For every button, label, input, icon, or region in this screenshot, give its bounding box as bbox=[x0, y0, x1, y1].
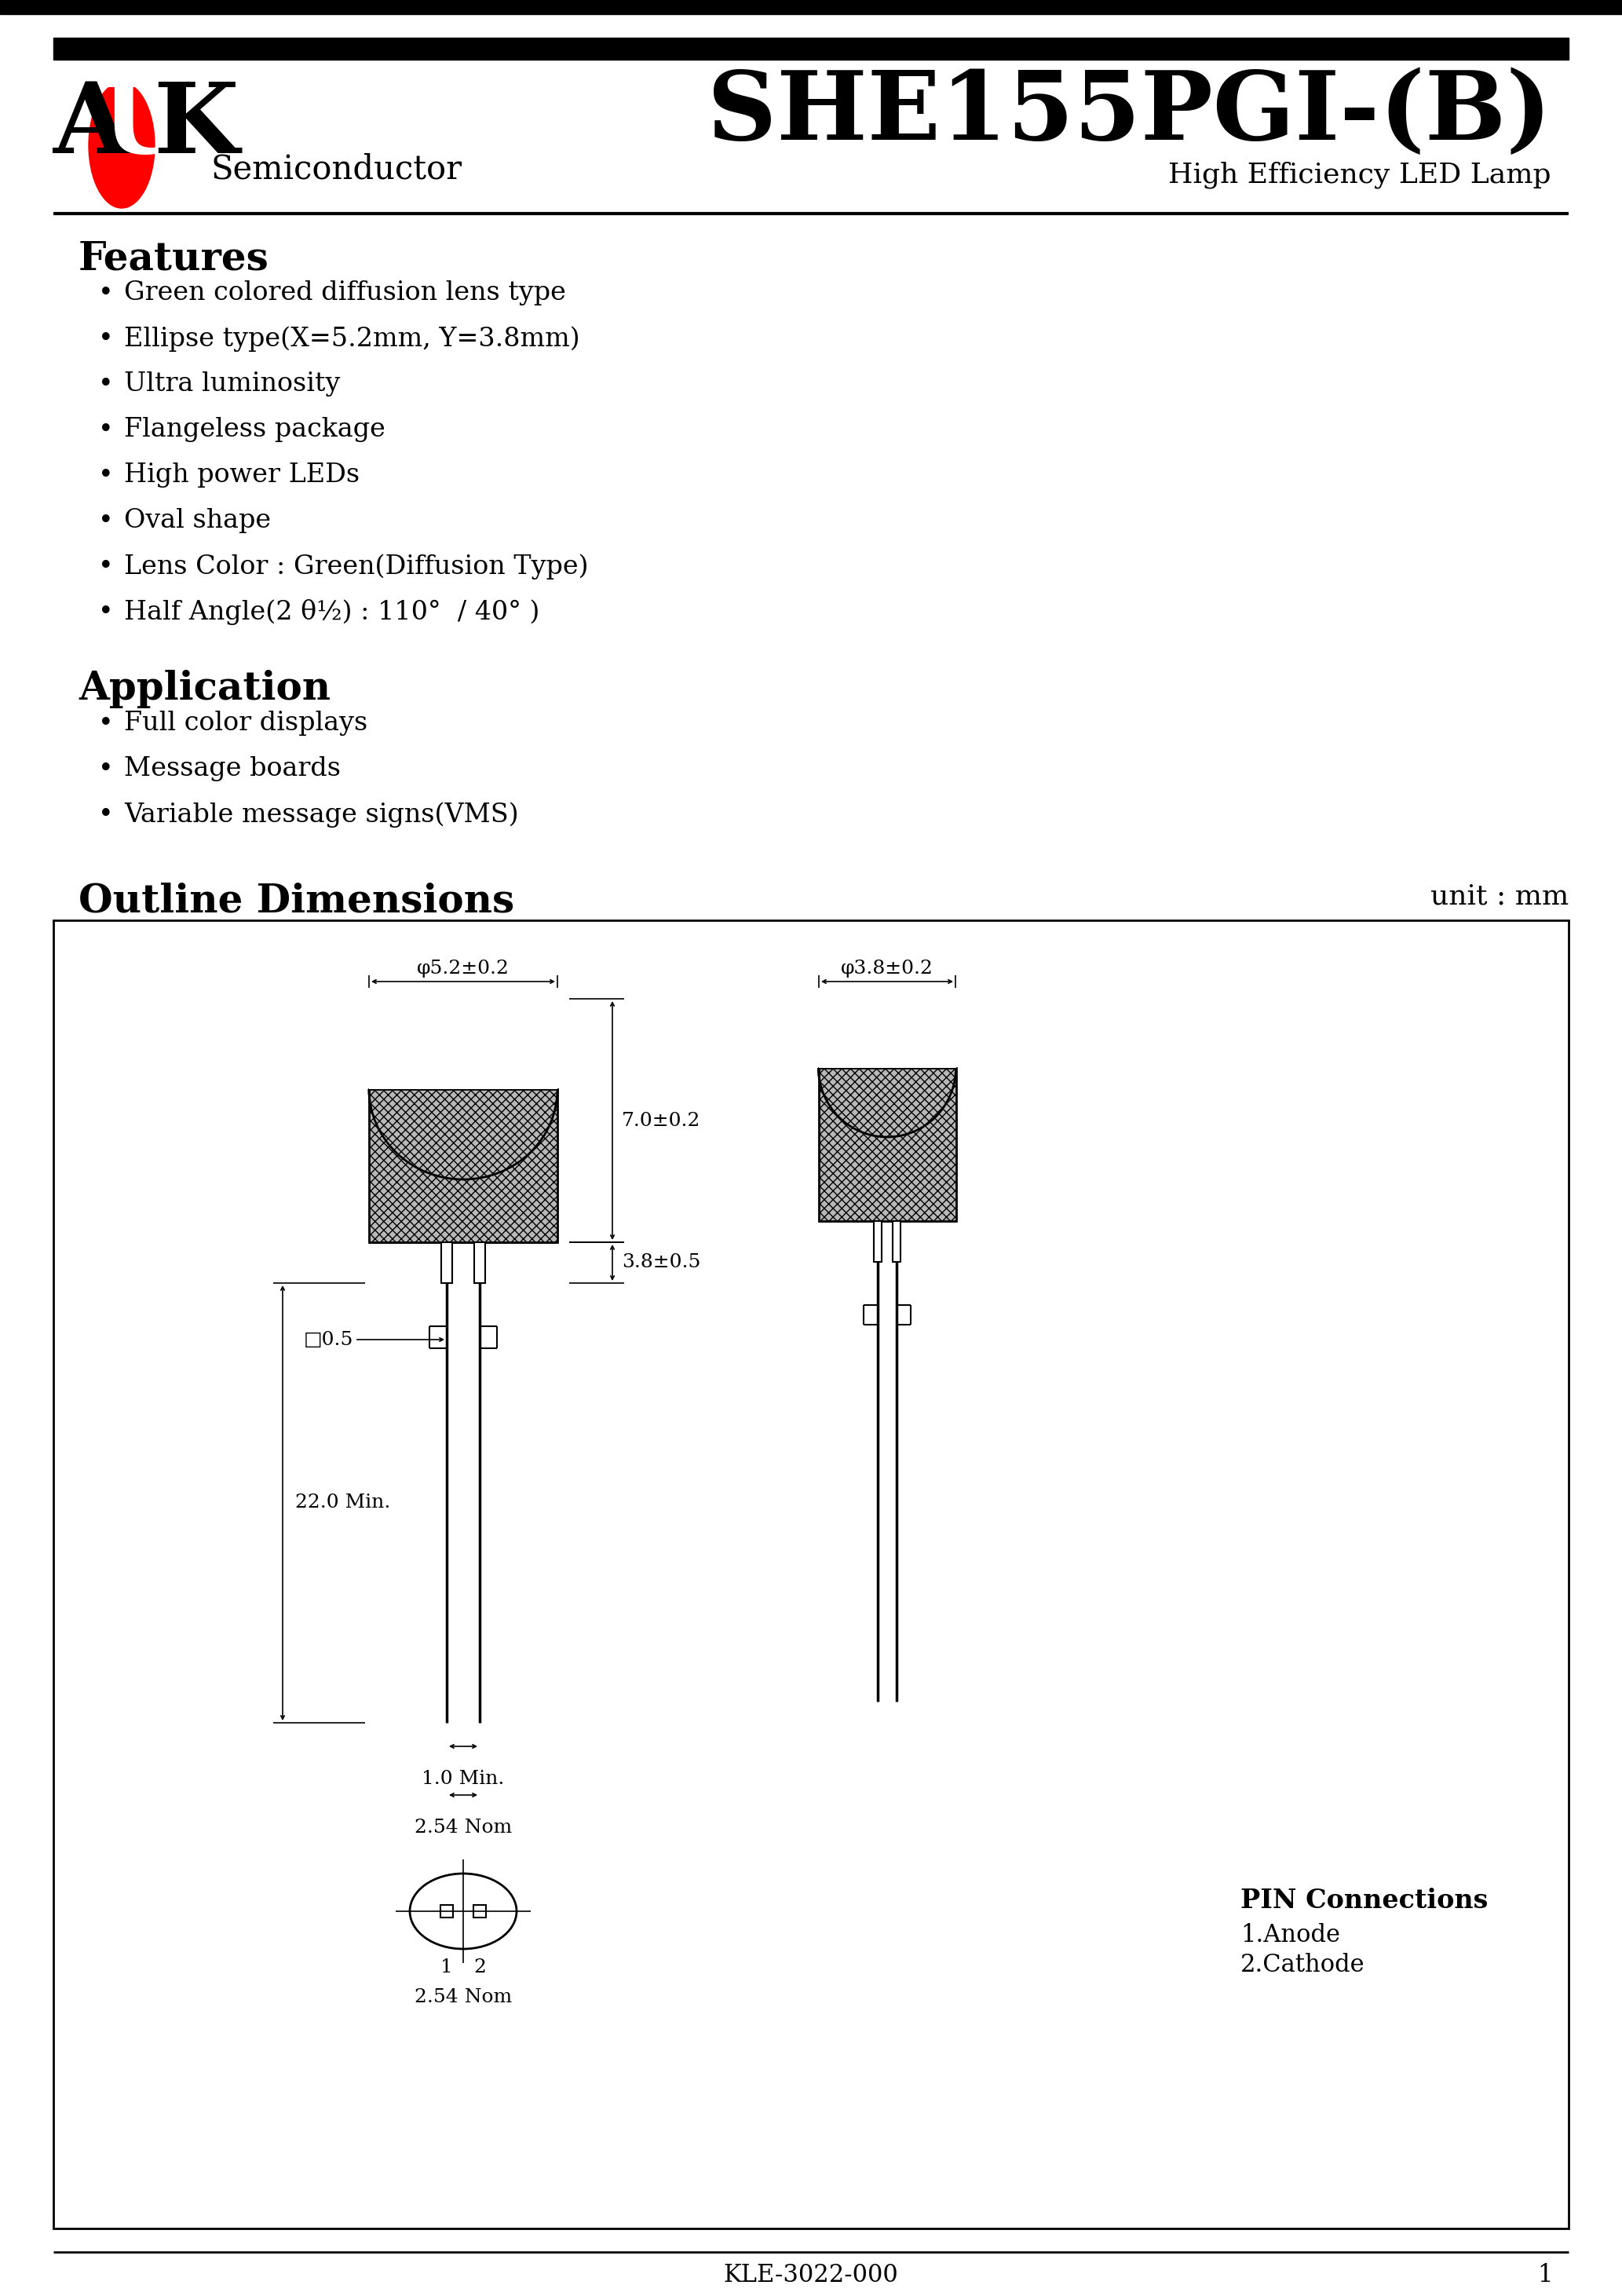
Text: Features: Features bbox=[78, 239, 269, 278]
Text: Oval shape: Oval shape bbox=[123, 507, 271, 533]
Text: •: • bbox=[99, 755, 114, 783]
Bar bbox=[441, 1906, 453, 1917]
Text: High Efficiency LED Lamp: High Efficiency LED Lamp bbox=[1168, 161, 1551, 188]
Text: 3.8±0.5: 3.8±0.5 bbox=[621, 1254, 701, 1272]
Text: Message boards: Message boards bbox=[123, 755, 341, 781]
Text: U: U bbox=[102, 78, 188, 174]
Text: K: K bbox=[152, 78, 238, 174]
Text: 1: 1 bbox=[441, 1958, 453, 1977]
Bar bbox=[874, 1221, 882, 1263]
Text: Ultra luminosity: Ultra luminosity bbox=[123, 372, 341, 397]
Bar bbox=[368, 1045, 558, 1088]
Text: unit : mm: unit : mm bbox=[1431, 882, 1568, 909]
Text: Ellipse type(X=5.2mm, Y=3.8mm): Ellipse type(X=5.2mm, Y=3.8mm) bbox=[123, 326, 581, 351]
Bar bbox=[474, 1906, 487, 1917]
Text: Semiconductor: Semiconductor bbox=[211, 154, 462, 186]
Text: 7.0±0.2: 7.0±0.2 bbox=[621, 1111, 701, 1130]
Text: □0.5: □0.5 bbox=[303, 1332, 354, 1348]
Text: Green colored diffusion lens type: Green colored diffusion lens type bbox=[123, 280, 566, 305]
Text: 2.54 Nom: 2.54 Nom bbox=[415, 1988, 513, 2007]
Bar bbox=[819, 1068, 957, 1221]
Bar bbox=[819, 1033, 957, 1068]
Text: •: • bbox=[99, 599, 114, 625]
Text: Application: Application bbox=[78, 670, 331, 707]
Text: A: A bbox=[54, 78, 130, 174]
Ellipse shape bbox=[89, 83, 154, 209]
Text: •: • bbox=[99, 280, 114, 305]
Text: High power LEDs: High power LEDs bbox=[123, 461, 360, 487]
Text: φ5.2±0.2: φ5.2±0.2 bbox=[417, 960, 509, 978]
Text: SHE155PGI-(B): SHE155PGI-(B) bbox=[707, 67, 1551, 158]
Text: φ3.8±0.2: φ3.8±0.2 bbox=[840, 960, 933, 978]
Text: 1: 1 bbox=[1538, 2264, 1552, 2287]
Text: •: • bbox=[99, 461, 114, 489]
Bar bbox=[368, 1088, 558, 1242]
Text: Lens Color : Green(Diffusion Type): Lens Color : Green(Diffusion Type) bbox=[123, 553, 589, 579]
Text: 1.0 Min.: 1.0 Min. bbox=[422, 1770, 504, 1789]
Text: Flangeless package: Flangeless package bbox=[123, 418, 386, 443]
Bar bbox=[892, 1221, 900, 1263]
Text: 2.Cathode: 2.Cathode bbox=[1241, 1954, 1366, 1977]
Bar bbox=[54, 921, 1568, 2229]
Text: •: • bbox=[99, 712, 114, 737]
Text: Half Angle(2 θ½) : 110°  / 40° ): Half Angle(2 θ½) : 110° / 40° ) bbox=[123, 599, 540, 625]
Text: 2.54 Nom: 2.54 Nom bbox=[415, 1818, 513, 1837]
Text: Outline Dimensions: Outline Dimensions bbox=[78, 882, 514, 921]
Bar bbox=[54, 37, 1568, 60]
Text: •: • bbox=[99, 372, 114, 397]
Text: 2: 2 bbox=[474, 1958, 487, 1977]
Text: Full color displays: Full color displays bbox=[123, 712, 368, 735]
Text: •: • bbox=[99, 553, 114, 579]
Text: KLE-3022-000: KLE-3022-000 bbox=[723, 2264, 899, 2287]
Text: •: • bbox=[99, 418, 114, 443]
Bar bbox=[441, 1242, 453, 1283]
Text: •: • bbox=[99, 326, 114, 351]
Text: 1.Anode: 1.Anode bbox=[1241, 1924, 1340, 1947]
Text: •: • bbox=[99, 507, 114, 535]
Bar bbox=[0, 0, 1622, 14]
Text: PIN Connections: PIN Connections bbox=[1241, 1887, 1487, 1913]
Text: 22.0 Min.: 22.0 Min. bbox=[295, 1495, 391, 1513]
Bar bbox=[474, 1242, 485, 1283]
Text: •: • bbox=[99, 801, 114, 827]
Text: Variable message signs(VMS): Variable message signs(VMS) bbox=[123, 801, 519, 827]
